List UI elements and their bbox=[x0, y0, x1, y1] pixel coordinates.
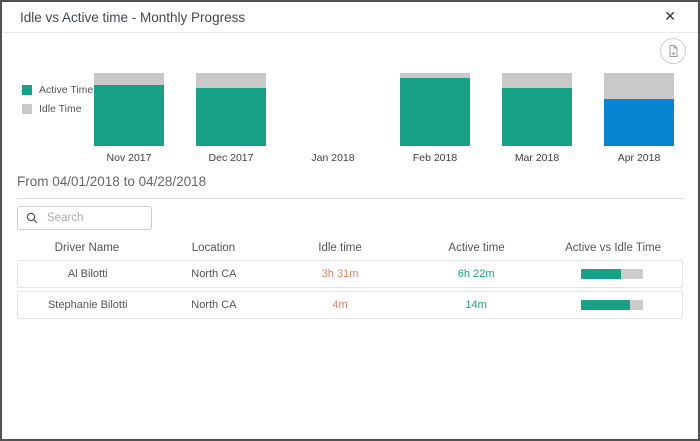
stacked-bar[interactable] bbox=[400, 73, 470, 146]
col-header-location: Location bbox=[191, 242, 236, 254]
table-row[interactable]: Al Bilotti North CA 3h 31m 6h 22m bbox=[17, 260, 683, 288]
col-header-active-time: Active time bbox=[448, 242, 505, 254]
legend-label: Active Time bbox=[39, 84, 94, 96]
legend-item-active-time[interactable]: Active Time bbox=[22, 84, 93, 96]
export-report-icon bbox=[666, 44, 680, 58]
stacked-bar[interactable] bbox=[94, 73, 164, 146]
month-label: Jan 2018 bbox=[311, 152, 355, 164]
table-header: Driver Name Location Idle time Active ti… bbox=[17, 242, 683, 254]
bar-zone bbox=[196, 73, 266, 146]
month-label: Dec 2017 bbox=[208, 152, 254, 164]
month-label: Apr 2018 bbox=[617, 152, 661, 164]
bar-zone bbox=[94, 73, 164, 146]
idle-segment bbox=[196, 73, 266, 89]
close-icon[interactable]: ✕ bbox=[664, 8, 676, 24]
idle-segment bbox=[400, 73, 470, 79]
cell-active-time: 14m bbox=[465, 299, 487, 311]
cell-active-vs-idle bbox=[543, 268, 682, 280]
dialog-header: Idle vs Active time - Monthly Progress ✕ bbox=[2, 2, 698, 33]
chart-month-column: Apr 2018 bbox=[588, 73, 690, 164]
active-segment bbox=[196, 88, 266, 146]
chart-month-column: Jan 2018 bbox=[282, 73, 384, 164]
active-vs-idle-progress-bar bbox=[581, 300, 644, 311]
search-input[interactable] bbox=[45, 211, 143, 225]
export-button[interactable] bbox=[660, 38, 686, 64]
period-divider bbox=[17, 198, 685, 199]
bar-zone bbox=[400, 73, 470, 146]
search-icon bbox=[26, 212, 38, 224]
chart-month-column: Mar 2018 bbox=[486, 73, 588, 164]
active-segment bbox=[502, 88, 572, 146]
cell-driver-name: Stephanie Bilotti bbox=[47, 299, 128, 311]
col-header-active-vs-idle: Active vs Idle Time bbox=[565, 242, 661, 254]
active-segment bbox=[94, 84, 164, 146]
active-segment bbox=[604, 99, 674, 146]
month-label: Nov 2017 bbox=[106, 152, 152, 164]
cell-active-time: 6h 22m bbox=[457, 268, 495, 280]
bar-zone bbox=[502, 73, 572, 146]
col-header-driver-name: Driver Name bbox=[54, 242, 120, 254]
stacked-bar[interactable] bbox=[604, 73, 674, 146]
bar-zone bbox=[604, 73, 674, 146]
cell-location: North CA bbox=[191, 299, 237, 311]
month-label: Mar 2018 bbox=[514, 152, 560, 164]
idle-segment bbox=[604, 73, 674, 100]
legend-label: Idle Time bbox=[39, 103, 82, 115]
period-heading: From 04/01/2018 to 04/28/2018 bbox=[17, 174, 207, 189]
chart-month-column: Dec 2017 bbox=[180, 73, 282, 164]
search-box bbox=[17, 206, 152, 230]
cell-location: North CA bbox=[191, 268, 237, 280]
chart-columns: Nov 2017 Dec 2017 Jan 2018 Feb 2018 Mar 2018… bbox=[78, 73, 690, 164]
cell-active-vs-idle bbox=[543, 299, 682, 311]
active-vs-idle-progress-bar bbox=[581, 269, 644, 280]
chart-legend: Active Time Idle Time bbox=[22, 84, 93, 122]
month-label: Feb 2018 bbox=[412, 152, 458, 164]
legend-item-idle-time[interactable]: Idle Time bbox=[22, 103, 93, 115]
cell-idle-time: 3h 31m bbox=[321, 268, 359, 280]
stacked-bar[interactable] bbox=[196, 73, 266, 146]
progress-fill bbox=[581, 300, 630, 311]
table-row[interactable]: Stephanie Bilotti North CA 4m 14m bbox=[17, 291, 683, 319]
table-body: Al Bilotti North CA 3h 31m 6h 22m Stephanie … bbox=[17, 260, 683, 322]
idle-segment bbox=[502, 73, 572, 89]
chart-month-column: Feb 2018 bbox=[384, 73, 486, 164]
cell-idle-time: 4m bbox=[332, 299, 348, 311]
idle-time-swatch bbox=[22, 104, 32, 114]
chart-month-column: Nov 2017 bbox=[78, 73, 180, 164]
stacked-bar[interactable] bbox=[502, 73, 572, 146]
active-time-swatch bbox=[22, 85, 32, 95]
active-segment bbox=[400, 78, 470, 146]
progress-fill bbox=[581, 269, 621, 280]
cell-driver-name: Al Bilotti bbox=[67, 268, 108, 280]
idle-segment bbox=[94, 73, 164, 85]
dialog-title: Idle vs Active time - Monthly Progress bbox=[20, 10, 246, 25]
col-header-idle-time: Idle time bbox=[318, 242, 362, 254]
